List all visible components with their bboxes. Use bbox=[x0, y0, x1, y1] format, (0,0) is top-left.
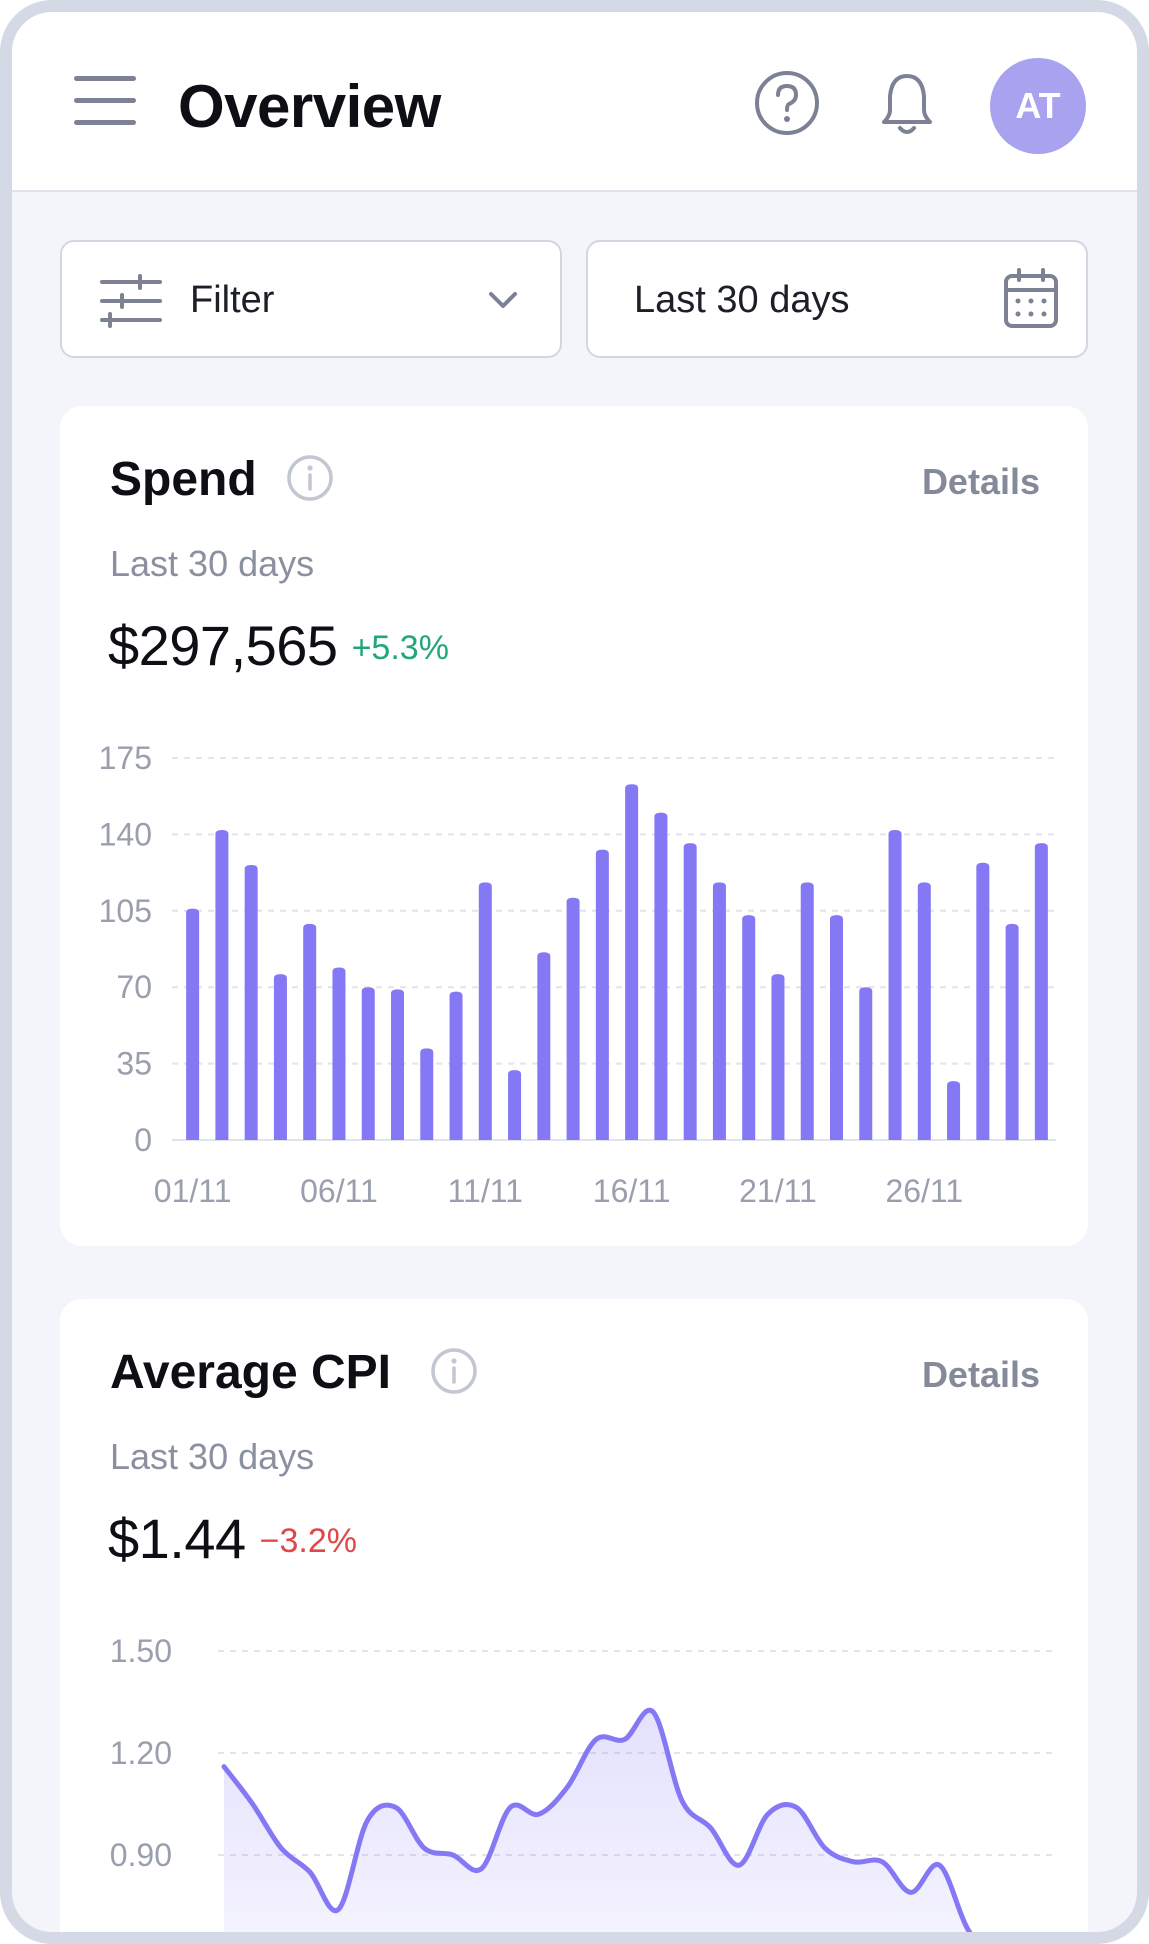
bar[interactable] bbox=[595, 849, 609, 1140]
bar[interactable] bbox=[391, 989, 404, 1140]
metric-change: +5.3% bbox=[351, 629, 449, 667]
card-title: Average CPI bbox=[110, 1346, 392, 1399]
info-icon[interactable] bbox=[430, 1347, 478, 1395]
help-icon bbox=[755, 71, 819, 135]
chevron-down-icon bbox=[489, 292, 517, 308]
date-range-label: Last 30 days bbox=[634, 279, 850, 321]
user-avatar[interactable]: AT bbox=[990, 58, 1086, 154]
bar[interactable] bbox=[566, 897, 580, 1140]
bar[interactable] bbox=[683, 843, 697, 1140]
y-tick-label: 0.90 bbox=[110, 1837, 172, 1873]
bar[interactable] bbox=[654, 812, 668, 1140]
bar[interactable] bbox=[273, 974, 287, 1140]
details-link[interactable]: Details bbox=[921, 1354, 1040, 1395]
info-icon[interactable] bbox=[286, 454, 334, 502]
bar[interactable] bbox=[1034, 843, 1048, 1140]
metric-value: $1.44 −3.2% bbox=[108, 1507, 357, 1573]
bar[interactable] bbox=[537, 952, 551, 1140]
bar[interactable] bbox=[215, 830, 229, 1140]
sliders-icon bbox=[100, 274, 162, 328]
filter-label: Filter bbox=[190, 279, 275, 321]
bar[interactable] bbox=[244, 864, 258, 1140]
bar[interactable] bbox=[830, 915, 843, 1140]
bar[interactable] bbox=[1005, 923, 1019, 1140]
y-tick-label: 140 bbox=[99, 816, 152, 852]
bar[interactable] bbox=[303, 923, 317, 1140]
bar[interactable] bbox=[742, 915, 756, 1140]
x-tick-label: 26/11 bbox=[885, 1173, 963, 1209]
x-tick-label: 16/11 bbox=[593, 1173, 671, 1209]
y-tick-label: 1.50 bbox=[110, 1633, 172, 1669]
bar[interactable] bbox=[976, 862, 990, 1140]
bar[interactable] bbox=[332, 967, 346, 1140]
y-tick-label: 0 bbox=[134, 1122, 152, 1158]
x-tick-label: 06/11 bbox=[300, 1173, 378, 1209]
top-app-bar: Overview AT bbox=[12, 12, 1137, 192]
menu-icon-line bbox=[74, 98, 136, 103]
y-tick-label: 0.60 bbox=[110, 1939, 172, 1944]
y-tick-label: 175 bbox=[99, 740, 152, 776]
bar[interactable] bbox=[859, 987, 873, 1140]
metric-change: −3.2% bbox=[259, 1522, 357, 1560]
calendar-icon bbox=[1004, 268, 1058, 328]
bar[interactable] bbox=[625, 784, 639, 1140]
bar[interactable] bbox=[771, 974, 785, 1140]
page-title: Overview bbox=[178, 73, 441, 140]
bar[interactable] bbox=[361, 987, 375, 1140]
bar[interactable] bbox=[917, 882, 931, 1140]
menu-icon-line bbox=[74, 76, 136, 81]
cpi-area-chart: 0.60 0.90 1.20 1.50 bbox=[110, 1633, 1054, 1944]
metric-value: $297,565 +5.3% bbox=[108, 614, 449, 680]
bar[interactable] bbox=[888, 830, 902, 1140]
bar[interactable] bbox=[186, 908, 200, 1140]
menu-button[interactable] bbox=[74, 76, 138, 126]
card-title: Spend bbox=[110, 453, 257, 506]
x-tick-label: 11/11 bbox=[448, 1173, 523, 1209]
y-tick-label: 1.20 bbox=[110, 1735, 172, 1771]
bar[interactable] bbox=[478, 882, 492, 1140]
bar[interactable] bbox=[420, 1048, 434, 1140]
x-tick-label: 01/11 bbox=[154, 1173, 232, 1209]
y-tick-label: 105 bbox=[99, 893, 152, 929]
metric-value-text: $297,565 bbox=[108, 614, 338, 677]
bell-icon bbox=[882, 74, 932, 134]
bar[interactable] bbox=[712, 882, 726, 1140]
help-button[interactable] bbox=[752, 68, 822, 138]
y-tick-label: 70 bbox=[116, 969, 152, 1005]
filter-dropdown[interactable]: Filter bbox=[60, 240, 562, 358]
bar[interactable] bbox=[449, 991, 463, 1140]
series-line[interactable] bbox=[221, 1707, 1054, 1944]
area-fill bbox=[224, 1710, 970, 1932]
date-range-picker[interactable]: Last 30 days bbox=[586, 240, 1088, 358]
average-cpi-card: Average CPI Details Last 30 days $1.44 −3… bbox=[60, 1299, 1088, 1944]
card-period: Last 30 days bbox=[110, 543, 315, 584]
bar[interactable] bbox=[800, 882, 814, 1140]
details-link[interactable]: Details bbox=[921, 461, 1040, 502]
card-period: Last 30 days bbox=[110, 1436, 315, 1477]
metric-value-text: $1.44 bbox=[108, 1507, 246, 1570]
bar[interactable] bbox=[508, 1070, 522, 1140]
menu-icon-line bbox=[74, 120, 136, 125]
y-tick-label: 35 bbox=[116, 1046, 152, 1082]
x-tick-label: 21/11 bbox=[739, 1173, 817, 1209]
notifications-button[interactable] bbox=[872, 68, 942, 138]
spend-card: Spend Details Last 30 days $297,565 +5.3%… bbox=[60, 406, 1088, 1246]
spend-bar-chart: 0 35 70 105 140 175 01/11 06/11 11/11 16/11 21/11 2… bbox=[99, 740, 1056, 1209]
bar[interactable] bbox=[947, 1081, 961, 1140]
